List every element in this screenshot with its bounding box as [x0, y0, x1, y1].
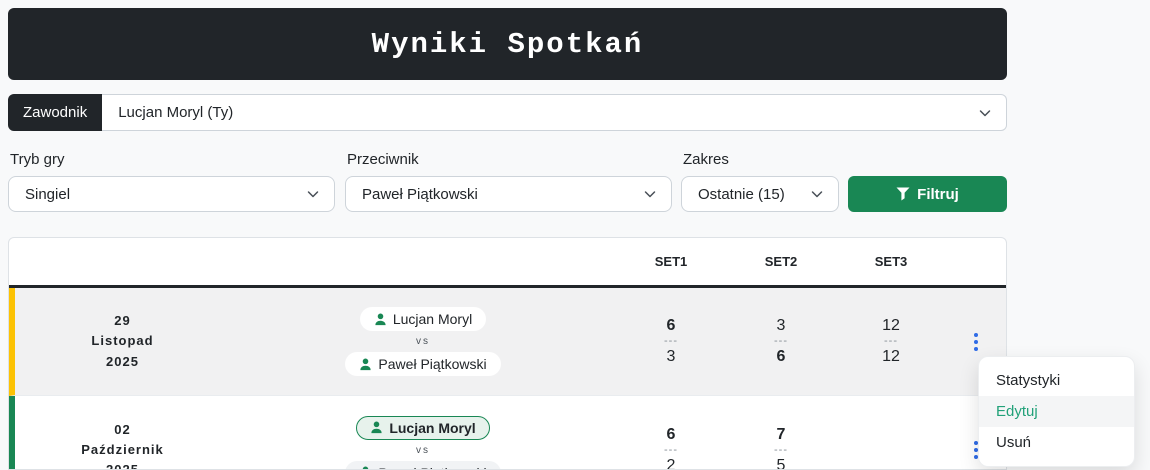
set3-score	[836, 449, 946, 451]
row-actions-menu-button[interactable]	[963, 435, 989, 465]
range-select-value: Ostatnie (15)	[698, 185, 785, 203]
chevron-down-icon	[811, 191, 823, 198]
filter-button-label: Filtruj	[917, 185, 959, 203]
match-players: Lucjan Moryl vs Paweł Piątkowski	[230, 307, 616, 376]
person-icon	[363, 466, 369, 469]
filter-button[interactable]: Filtruj	[848, 176, 1007, 212]
mode-select[interactable]: Singiel	[8, 176, 335, 212]
set2-column-header: SET2	[764, 254, 798, 269]
vs-label: vs	[416, 336, 430, 347]
menu-item-edytuj[interactable]: Edytuj	[979, 396, 1134, 427]
player1-pill-winner: Lucjan Moryl	[356, 415, 490, 440]
player-filter-label: Zawodnik	[8, 94, 103, 131]
dots-vertical-icon	[974, 441, 978, 445]
page-title: Wyniki Spotkań	[371, 27, 644, 61]
table-row: 02 Październik 2025 Lucjan Moryl vs Pawe…	[9, 396, 1006, 470]
set1-column-header: SET1	[654, 254, 688, 269]
range-filter-label: Zakres	[683, 151, 729, 168]
table-header-row: SET1 SET2 SET3	[9, 238, 1006, 288]
set3-column-header: SET3	[874, 254, 908, 269]
vs-label: vs	[416, 444, 430, 456]
range-select[interactable]: Ostatnie (15)	[681, 176, 839, 212]
set2-score: 3 --- 6	[774, 317, 788, 365]
player2-pill: Paweł Piątkowski	[345, 352, 501, 376]
table-row: 29 Listopad 2025 Lucjan Moryl vs Paweł P…	[9, 288, 1006, 396]
set2-score: 7 --- 5	[774, 425, 788, 470]
player-select-value: Lucjan Moryl (Ty)	[118, 104, 234, 121]
chevron-down-icon	[979, 109, 991, 116]
menu-item-statystyki[interactable]: Statystyki	[996, 372, 1061, 389]
chevron-down-icon	[307, 191, 319, 198]
row-context-menu: Statystyki Edytuj Usuń	[978, 356, 1135, 467]
mode-select-value: Singiel	[25, 185, 71, 203]
opponent-filter-label: Przeciwnik	[347, 151, 419, 168]
set1-score: 6 --- 3	[664, 317, 678, 365]
person-icon	[360, 358, 372, 370]
mode-filter-label: Tryb gry	[10, 151, 65, 168]
player-filter-group: Zawodnik Lucjan Moryl (Ty)	[8, 94, 1007, 131]
opponent-select[interactable]: Paweł Piątkowski	[345, 176, 672, 212]
menu-item-usun[interactable]: Usuń	[996, 434, 1032, 451]
opponent-select-value: Paweł Piątkowski	[362, 185, 478, 203]
player2-pill: Paweł Piątkowski	[345, 460, 501, 469]
set1-score: 6 --- 2	[664, 425, 678, 470]
results-table: SET1 SET2 SET3 29 Listopad 2025 Lucjan M…	[8, 237, 1007, 470]
match-players: Lucjan Moryl vs Paweł Piątkowski	[230, 415, 616, 469]
match-date: 29 Listopad 2025	[91, 313, 154, 369]
match-date: 02 Październik 2025	[81, 421, 164, 470]
row-actions-menu-button[interactable]	[963, 327, 989, 357]
dots-vertical-icon	[974, 332, 978, 337]
page-header: Wyniki Spotkań	[8, 8, 1007, 80]
player1-pill: Lucjan Moryl	[359, 307, 487, 331]
player-select[interactable]: Lucjan Moryl (Ty)	[102, 94, 1007, 131]
person-icon	[375, 313, 386, 325]
person-icon	[371, 421, 382, 434]
chevron-down-icon	[644, 191, 656, 198]
set3-score: 12 --- 12	[882, 317, 900, 365]
funnel-icon	[896, 187, 910, 201]
